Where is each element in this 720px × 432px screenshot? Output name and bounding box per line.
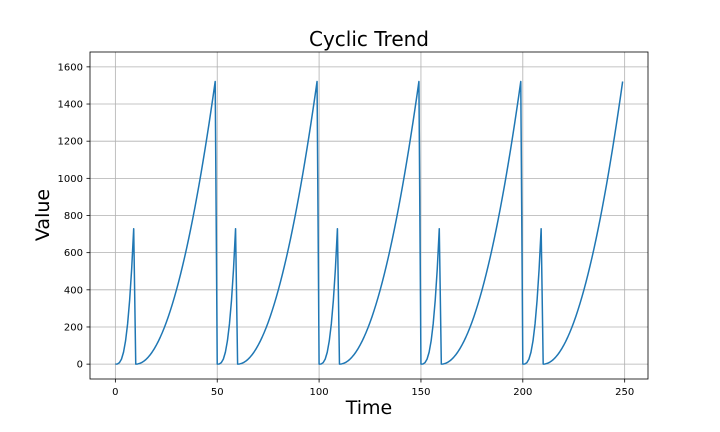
x-tick-label: 150 [411, 387, 430, 398]
chart-title: Cyclic Trend [309, 27, 429, 51]
y-tick-label: 0 [77, 360, 83, 371]
y-axis-label: Value [32, 189, 54, 241]
x-tick-label: 250 [615, 387, 634, 398]
y-tick-label: 1600 [58, 62, 83, 73]
y-tick-label: 800 [64, 211, 83, 222]
x-tick-label: 200 [513, 387, 532, 398]
y-tick-label: 1200 [58, 137, 83, 148]
x-tick-label: 0 [112, 387, 118, 398]
y-tick-label: 1400 [58, 100, 83, 111]
y-tick-label: 200 [64, 322, 83, 333]
x-tick-label: 50 [211, 387, 224, 398]
x-axis-label: Time [345, 397, 393, 419]
x-tick-label: 100 [310, 387, 329, 398]
y-tick-label: 600 [64, 248, 83, 259]
series-layer [115, 80, 624, 365]
series-line [115, 80, 624, 365]
y-tick-label: 400 [64, 285, 83, 296]
y-tick-label: 1000 [58, 174, 83, 185]
grid-lines [90, 52, 648, 379]
plot-frame [89, 51, 649, 380]
axis-ticks: 0 50 100 150 200 250 0 200 400 600 800 1000 1200 1400… [58, 62, 635, 398]
